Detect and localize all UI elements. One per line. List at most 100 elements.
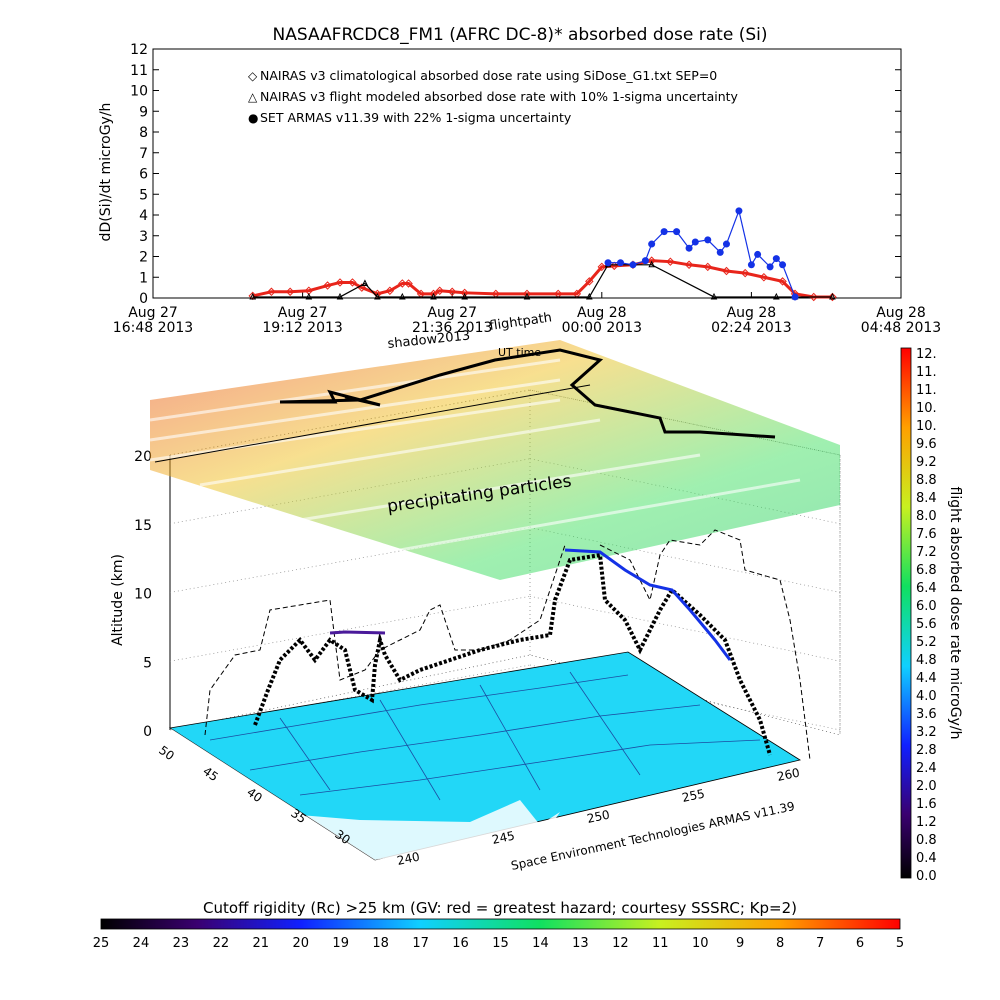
altitude-tick-label: 5: [143, 655, 152, 671]
dose-rate-tick-label: 4.4: [916, 671, 937, 686]
dose-rate-tick-label: 5.2: [916, 635, 937, 650]
nairas-flight-point: [648, 260, 655, 268]
ut-time-label: UT time: [498, 346, 541, 359]
top-y-tick-label: 6: [139, 167, 148, 183]
projection-curve-right: [599, 529, 811, 761]
cutoff-rigidity-tick-label: 11: [652, 936, 669, 951]
armas-point: [704, 236, 712, 244]
dose-rate-tick-label: 9.2: [916, 455, 937, 470]
longitude-tick-label: 255: [681, 786, 706, 804]
top-legend: ◇ NAIRAS v3 climatological absorbed dose …: [248, 68, 739, 125]
nairas-clim-point: [740, 268, 750, 278]
nairas-clim-point: [610, 261, 619, 271]
dose-rate-tick-label: 11.: [916, 383, 937, 398]
cutoff-rigidity-tick-label: 22: [213, 936, 230, 951]
nairas-clim-point: [759, 273, 769, 282]
nairas-clim-point: [460, 288, 469, 298]
cutoff-rigidity-tick-label: 8: [776, 936, 784, 951]
nairas-clim-point: [429, 289, 438, 299]
longitude-tick-label: 240: [396, 849, 421, 867]
altitude-tick-label: 0: [143, 724, 152, 740]
nairas-flight-point: [523, 292, 531, 300]
cutoff-rigidity-tick-label: 10: [692, 936, 709, 951]
nairas-clim-point: [572, 289, 582, 299]
flight-3d-scene: 0 5 10 15 20 Altitude (km) shadow2013 flight…: [110, 310, 841, 873]
flight-track-colored: [564, 548, 732, 661]
dose-rate-colorbar: 0.0 0.4 0.8 1.2 1.6 2.0 2.4 2.8 3.2 3.6 4.0 4.4 4.8 5…: [900, 347, 963, 884]
altitude-grid-right: [529, 595, 841, 662]
dose-rate-tick-label: 8.8: [916, 473, 937, 488]
dose-rate-tick-label: 2.8: [916, 743, 937, 758]
top-x-tick-time: 04:48 2013: [861, 320, 941, 336]
nairas-flight-point: [773, 292, 780, 300]
longitude-tick-label: 250: [586, 807, 611, 825]
top-y-tick-label: 9: [139, 104, 148, 120]
cutoff-rigidity-tick-label: 21: [253, 936, 270, 951]
nairas-clim-point: [348, 278, 357, 287]
altitude-grid-left: [169, 595, 531, 662]
cutoff-rigidity-tick-label: 7: [816, 936, 824, 951]
dose-rate-tick-label: 11.: [916, 365, 937, 380]
shadow-flightpath-west: [280, 389, 381, 407]
longitude-tick-label: 260: [776, 765, 801, 783]
nairas-clim-point: [304, 286, 314, 295]
nairas-clim-point: [647, 256, 656, 265]
altitude-tick-label: 10: [134, 587, 152, 603]
nairas-clim-point: [666, 257, 675, 266]
nairas-clim-point: [323, 281, 332, 290]
top-x-tick-day: Aug 28: [876, 305, 926, 321]
nairas-clim-point: [267, 287, 276, 297]
cutoff-rigidity-tick-label: 18: [372, 936, 389, 951]
projection-curve-left: [204, 544, 566, 736]
dose-rate-tick-label: 0.0: [916, 869, 937, 884]
cutoff-rigidity-tick-label: 5: [896, 936, 904, 951]
dose-rate-sheet: [150, 340, 840, 580]
cutoff-rigidity-tick-label: 9: [736, 936, 744, 951]
dose-rate-tick-label: 1.6: [916, 797, 937, 812]
top-x-tick-time: 16:48 2013: [113, 320, 193, 336]
latitude-tick-label: 50: [156, 743, 177, 763]
map-boundaries: [209, 671, 761, 801]
top-y-tick-label: 0: [139, 291, 148, 307]
dose-rate-tick-label: 6.4: [916, 581, 937, 596]
nairas-clim-point: [285, 287, 295, 297]
armas-point: [629, 261, 637, 269]
nairas-clim-point: [416, 289, 426, 299]
legend-marker: ◇: [248, 69, 258, 83]
flightpath-label: flightpath: [488, 310, 552, 334]
cutoff-rigidity-ticks: 25 24 23 22 21 20 19 18 17 16 15 14 13 12 11 10 9 8 7 6 5: [93, 936, 904, 951]
armas-point: [747, 261, 755, 269]
nairas-clim-point: [778, 277, 787, 286]
dose-rate-tick-label: 1.2: [916, 815, 937, 830]
nairas-clim-point: [435, 286, 444, 295]
top-x-tick-time: 00:00 2013: [562, 320, 642, 336]
nairas-clim-point: [684, 260, 694, 270]
dose-rate-tick-label: 5.6: [916, 617, 937, 632]
armas-point: [772, 255, 780, 263]
legend-entry: SET ARMAS v11.39 with 22% 1-sigma uncert…: [260, 110, 572, 125]
armas-point: [779, 261, 787, 269]
dose-rate-tick-label: 0.4: [916, 851, 937, 866]
top-y-tick-label: 5: [139, 187, 148, 203]
cutoff-rigidity-tick-label: 14: [532, 936, 549, 951]
top-series-line: [252, 264, 833, 298]
cutoff-rigidity-tick-label: 15: [492, 936, 509, 951]
altitude-tick-label: 15: [134, 518, 152, 534]
cutoff-rigidity-tick-label: 25: [93, 936, 110, 951]
dose-rate-tick-label: 3.2: [916, 725, 937, 740]
flight-track: [253, 552, 772, 756]
sheet-edge: [154, 384, 591, 463]
top-x-tick-time: 19:12 2013: [262, 320, 342, 336]
nairas-clim-point: [385, 286, 395, 295]
armas-point: [660, 228, 668, 236]
top-y-tick-label: 10: [130, 84, 148, 100]
top-x-tick-day: Aug 27: [128, 305, 178, 321]
cutoff-rigidity-tick-label: 24: [133, 936, 150, 951]
nairas-flight-point: [305, 292, 313, 300]
dose-rate-tick-label: 6.8: [916, 563, 937, 578]
dose-rate-tick-label: 4.8: [916, 653, 937, 668]
nairas-clim-point: [597, 262, 607, 272]
armas-point: [617, 259, 624, 267]
top-y-tick-label: 12: [130, 42, 148, 58]
